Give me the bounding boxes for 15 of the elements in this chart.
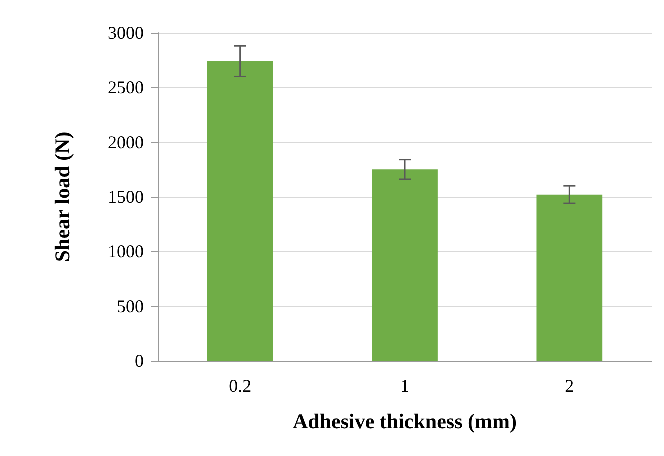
bar <box>536 194 603 361</box>
bar <box>207 61 274 361</box>
x-tick-label: 0.2 <box>229 376 252 396</box>
y-axis-title: Shear load (N) <box>50 132 74 262</box>
y-tick-label: 1000 <box>108 242 144 262</box>
x-tick-label: 2 <box>565 376 574 396</box>
y-tick-label: 3000 <box>108 23 144 43</box>
y-tick-label: 2500 <box>108 78 144 98</box>
y-tick-label: 500 <box>117 296 144 316</box>
y-tick-label: 1500 <box>108 187 144 207</box>
y-tick-label: 2000 <box>108 132 144 152</box>
x-axis-title: Adhesive thickness (mm) <box>293 410 518 434</box>
x-tick-label: 1 <box>400 376 410 396</box>
bar <box>372 170 438 361</box>
y-tick-label: 0 <box>135 351 144 371</box>
